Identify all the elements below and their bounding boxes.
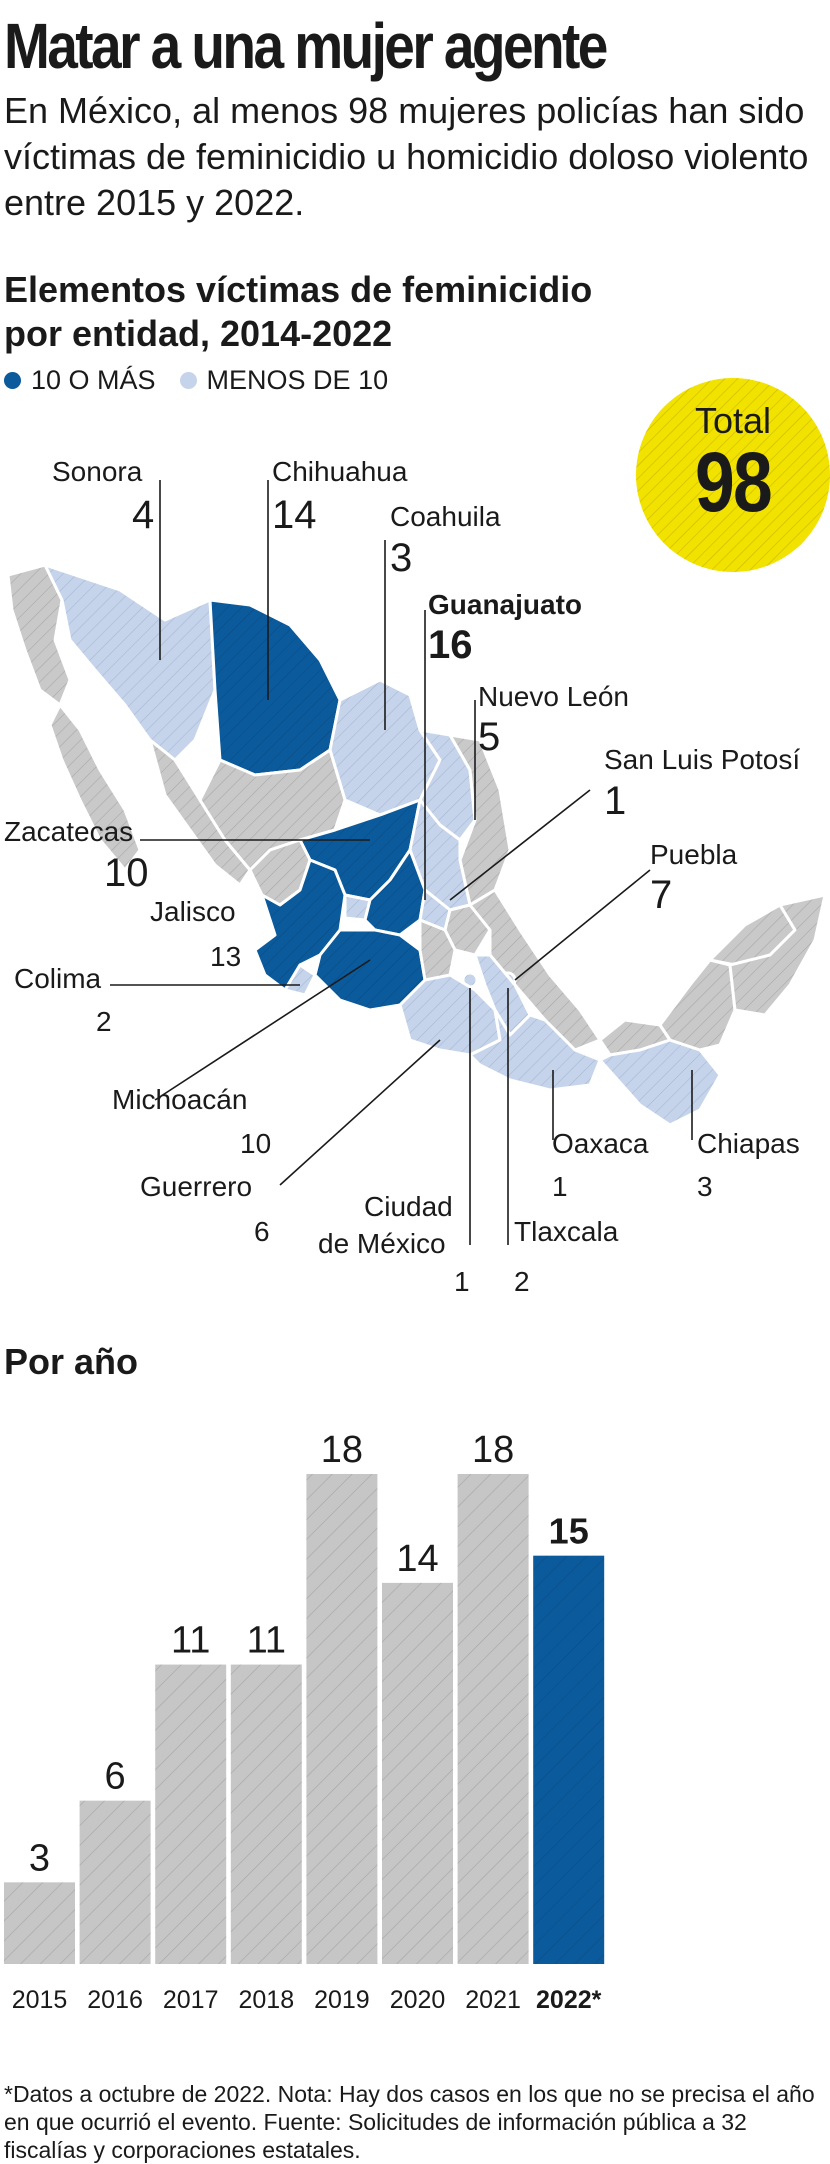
- state-chiapas: [598, 1038, 722, 1127]
- state-value-zacatecas: 10: [104, 851, 149, 895]
- legend-high-swatch: [4, 372, 21, 389]
- bar-2019: [306, 1474, 378, 1964]
- state-label-oaxaca: Oaxaca: [552, 1128, 649, 1159]
- state-value-guanajuato: 16: [428, 623, 473, 667]
- bar-value-label: 15: [549, 1511, 589, 1552]
- x-tick-label: 2021: [465, 1986, 521, 2014]
- state-value-chiapas: 3: [697, 1171, 713, 1202]
- state-value-puebla: 7: [650, 873, 673, 917]
- state-campeche: [658, 958, 737, 1052]
- state-label-zacatecas: Zacatecas: [4, 816, 134, 847]
- mexico-map: [6, 480, 827, 1245]
- map-title-line2: por entidad, 2014-2022: [4, 313, 393, 354]
- bar-value-label: 6: [105, 1756, 126, 1798]
- x-tick-label: 2016: [87, 1986, 143, 2014]
- bar-value-label: 3: [29, 1837, 50, 1879]
- state-label-cdmx-line2: de México: [318, 1228, 446, 1259]
- state-label-puebla: Puebla: [650, 839, 738, 870]
- bar-2015: [4, 1882, 75, 1964]
- x-tick-label: 2017: [163, 1986, 219, 2014]
- footnote: *Datos a octubre de 2022. Nota: Hay dos …: [4, 2081, 815, 2163]
- x-tick-label: 2019: [314, 1986, 370, 2014]
- state-value-nuevo-leon: 5: [478, 715, 501, 759]
- total-badge: Total 98: [636, 378, 830, 572]
- state-veracruz: [468, 888, 602, 1052]
- state-sinaloa: [148, 738, 252, 887]
- state-label-nuevo-leon: Nuevo León: [478, 681, 630, 712]
- state-value-tlaxcala: 2: [514, 1266, 530, 1297]
- state-label-sonora: Sonora: [52, 456, 143, 487]
- bar-value-label: 18: [321, 1429, 363, 1471]
- state-baja-california-sur: [48, 703, 142, 872]
- bar-2022*: [533, 1555, 605, 1964]
- x-tick-label: 2015: [12, 1986, 68, 2014]
- bar-chart: 3 2015 6 2016 11 2017 11 2018 18 2019 14 2020 18 2021…: [4, 1429, 605, 2014]
- bar-2018: [230, 1664, 302, 1964]
- legend-low-label: MENOS DE 10: [206, 365, 389, 395]
- state-value-cdmx: 1: [454, 1266, 470, 1297]
- state-quintana-roo: [728, 893, 827, 1017]
- state-label-san-luis-potosi: San Luis Potosí: [604, 744, 801, 775]
- bar-2016: [79, 1800, 151, 1964]
- bar-2021: [457, 1474, 529, 1964]
- state-label-michoacan: Michoacán: [112, 1084, 248, 1115]
- bar-value-label: 14: [396, 1538, 438, 1580]
- x-tick-label: 2020: [390, 1986, 446, 2014]
- state-label-cdmx-line1: Ciudad: [364, 1191, 453, 1222]
- total-badge-hatch: [636, 378, 830, 572]
- total-label: Total: [694, 400, 772, 441]
- legend-high-label: 10 O MÁS: [31, 365, 156, 395]
- state-label-colima: Colima: [14, 963, 102, 994]
- state-label-chihuahua: Chihuahua: [272, 456, 408, 487]
- bar-2017: [155, 1664, 227, 1964]
- page-subtitle: En México, al menos 98 mujeres policías …: [4, 90, 809, 223]
- bar-value-label: 18: [472, 1429, 514, 1471]
- map-legend: 10 O MÁS MENOS DE 10: [4, 365, 388, 396]
- bar-value-label: 11: [247, 1620, 286, 1662]
- state-value-guerrero: 6: [254, 1216, 270, 1247]
- state-value-coahuila: 3: [390, 536, 413, 580]
- state-label-chiapas: Chiapas: [697, 1128, 800, 1159]
- bar-2020: [382, 1582, 453, 1964]
- state-label-coahuila: Coahuila: [390, 501, 501, 532]
- state-value-michoacan: 10: [240, 1128, 272, 1159]
- state-label-guerrero: Guerrero: [140, 1171, 253, 1202]
- page-title: Matar a una mujer agente: [4, 10, 608, 82]
- bar-value-label: 11: [171, 1620, 210, 1662]
- state-value-san-luis-potosi: 1: [604, 779, 627, 823]
- map-title-line1: Elementos víctimas de feminicidio: [4, 269, 593, 310]
- state-value-jalisco: 13: [210, 941, 242, 972]
- state-label-tlaxcala: Tlaxcala: [514, 1216, 619, 1247]
- x-tick-label: 2018: [238, 1986, 294, 2014]
- state-label-guanajuato: Guanajuato: [428, 589, 583, 620]
- state-value-chihuahua: 14: [272, 493, 317, 537]
- state-value-oaxaca: 1: [552, 1171, 568, 1202]
- state-value-colima: 2: [96, 1006, 112, 1037]
- state-chihuahua: [208, 598, 342, 777]
- bar-chart-title: Por año: [4, 1341, 139, 1382]
- x-tick-label: 2022*: [536, 1986, 602, 2014]
- legend-low-swatch: [179, 372, 197, 389]
- state-label-jalisco: Jalisco: [150, 896, 236, 927]
- state-value-sonora: 4: [132, 493, 155, 537]
- total-value: 98: [694, 435, 773, 529]
